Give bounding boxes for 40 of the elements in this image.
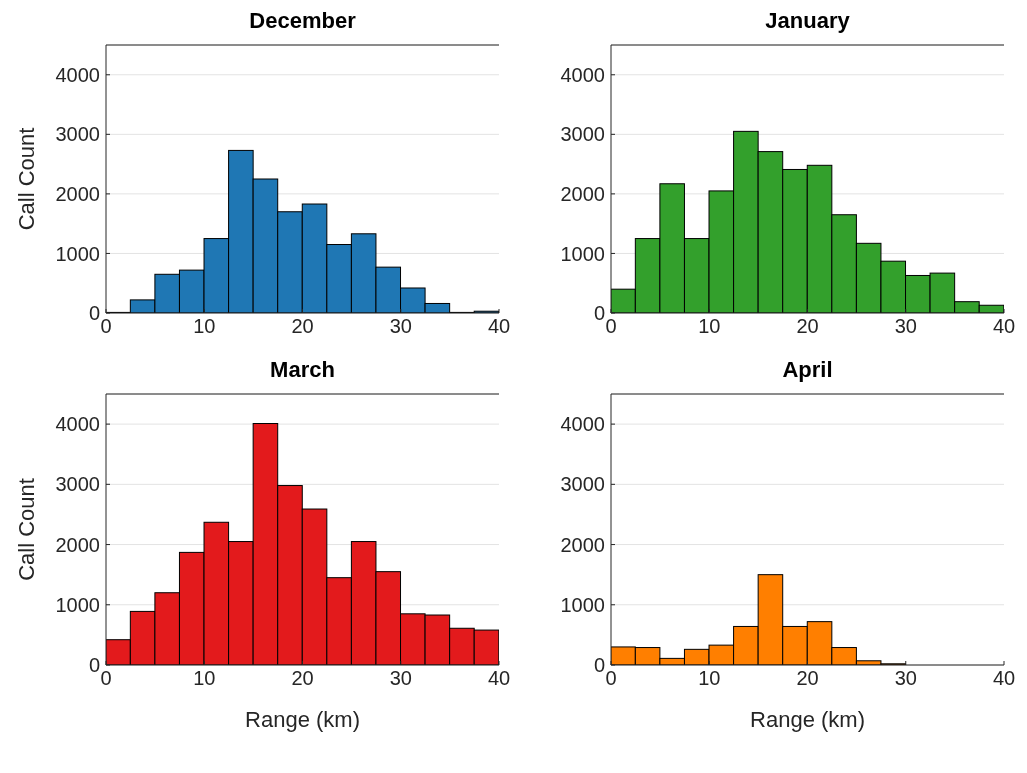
x-tick-label: 10 [193,315,216,338]
y-tick-label: 1000 [55,593,100,616]
chart-title: January [764,8,851,35]
x-tick-label: 40 [487,667,511,690]
x-axis-title: Range (km) [750,707,865,732]
x-tick-label: 20 [291,315,314,338]
y-tick-label: 1000 [560,242,605,265]
x-tick-label: 30 [894,667,917,690]
x-tick-label: 40 [992,315,1016,338]
y-tick-label: 3000 [560,473,605,496]
x-tick-label: 30 [389,667,412,690]
chart-title: December [248,8,357,35]
y-tick-label: 2000 [55,533,100,556]
x-tick-label: 30 [894,315,917,338]
x-tick-label: 40 [992,667,1016,690]
y-axis-title: Call Count [13,478,39,581]
y-tick-label: 4000 [55,413,100,436]
y-tick-label: 4000 [55,63,100,86]
y-tick-label: 1000 [560,593,605,616]
y-tick-label: 2000 [560,533,605,556]
x-tick-label: 20 [796,315,819,338]
y-tick-label: 3000 [55,123,100,146]
y-tick-label: 1000 [55,242,100,265]
x-tick-label: 20 [291,667,314,690]
y-tick-label: 2000 [560,182,605,205]
chart-title: March [269,357,336,384]
chart-title: April [781,357,834,384]
x-tick-label: 20 [796,667,819,690]
y-axis-title: Call Count [13,127,39,231]
y-tick-label: 3000 [55,473,100,496]
x-axis-title: Range (km) [245,707,360,732]
x-tick-label: 10 [193,667,216,690]
x-tick-label: 40 [487,315,511,338]
y-tick-label: 4000 [560,413,605,436]
y-tick-label: 3000 [560,123,605,146]
y-tick-label: 4000 [560,63,605,86]
y-tick-label: 2000 [55,182,100,205]
x-tick-label: 10 [698,667,721,690]
x-tick-label: 10 [698,315,721,338]
x-tick-label: 30 [389,315,412,338]
